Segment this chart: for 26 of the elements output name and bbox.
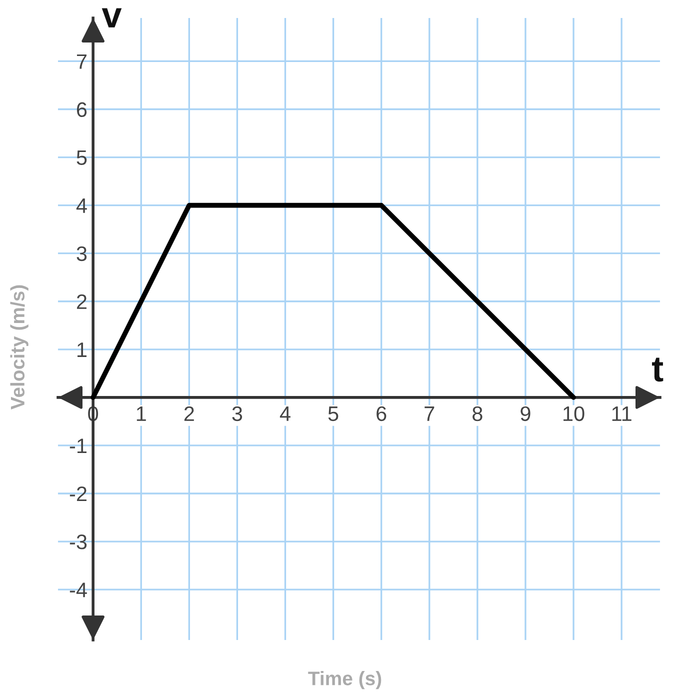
y-tick-label: 2: [76, 294, 86, 309]
x-tick-label: 3: [232, 406, 242, 422]
y-tick-label: 7: [77, 54, 86, 69]
x-tick-label: 7: [424, 406, 434, 421]
x-tick-label: 11: [612, 406, 632, 421]
annotation: v: [102, 8, 122, 28]
x-axis-title: Time (s): [308, 671, 382, 690]
x-tick-label: 2: [184, 406, 194, 421]
y-tick-label: -4: [70, 582, 87, 598]
y-tick-label: 6: [76, 102, 87, 118]
x-tick-label: 9: [520, 406, 530, 422]
x-tick-label: 4: [280, 406, 290, 421]
y-tick-label: -2: [70, 486, 86, 502]
y-tick-label: -1: [70, 438, 86, 454]
y-tick-label: 4: [76, 198, 87, 213]
x-tick-label: 1: [136, 406, 146, 421]
y-tick-label: 3: [76, 246, 87, 262]
x-tick-label: 10: [564, 406, 584, 422]
x-tick-label: 8: [472, 406, 482, 422]
y-tick-label: 5: [76, 150, 87, 166]
x-tick-label: 5: [328, 406, 338, 422]
x-tick-label: 6: [376, 406, 386, 422]
y-tick-label: -3: [70, 534, 87, 550]
y-tick-label: 1: [78, 342, 86, 357]
y-axis-title: Velocity (m/s): [10, 285, 28, 410]
annotation: t: [652, 358, 664, 382]
